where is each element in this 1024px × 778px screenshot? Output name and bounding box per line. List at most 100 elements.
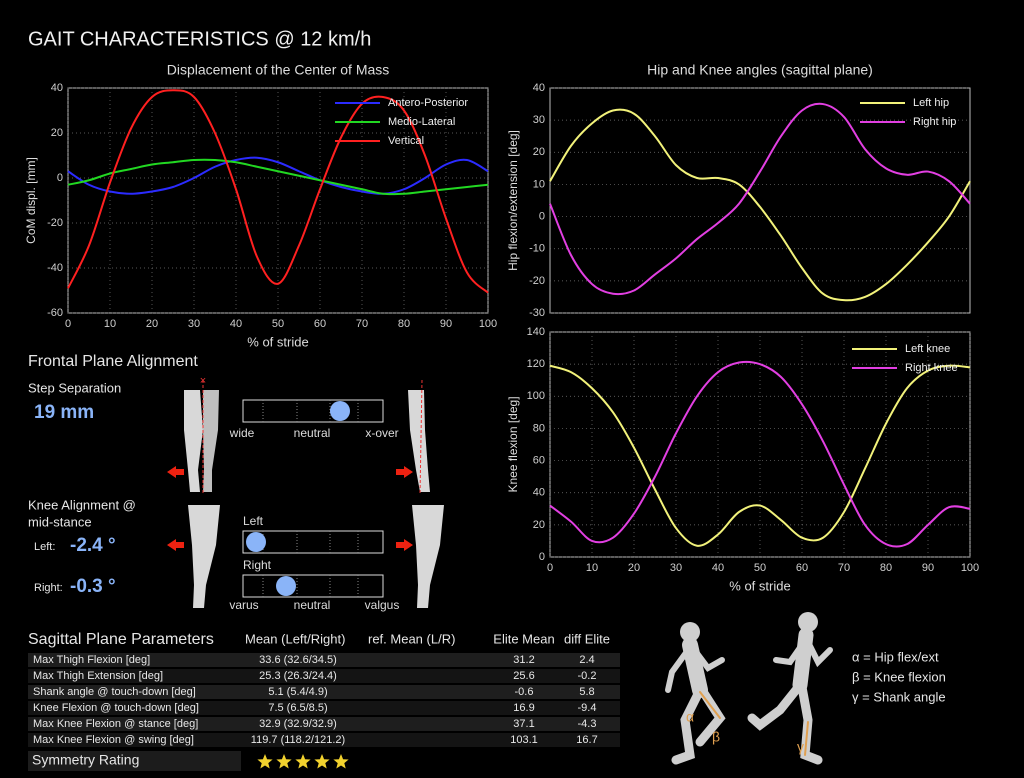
page-title: GAIT CHARACTERISTICS @ 12 km/h [28,28,371,50]
row-background [28,701,620,715]
cell: 37.1 [513,718,534,730]
scale-bar [242,574,384,598]
cell: 31.2 [513,654,534,666]
y-tick-label: -20 [47,217,63,229]
cell: 103.1 [510,734,538,746]
y-tick-label: -60 [47,307,63,319]
chart-title: Displacement of the Center of Mass [167,62,390,78]
column-header: diff Elite [564,631,610,646]
series-line [549,360,971,548]
y-tick-label: 100 [527,390,545,402]
x-tick-label: 10 [104,318,116,330]
step-value: 19 mm [34,402,94,423]
y-tick-label: 40 [533,82,545,94]
section-title: Frontal Plane Alignment [28,353,198,370]
y-axis-label: Knee flexion [deg] [506,396,520,492]
x-tick-label: 40 [230,318,242,330]
scale-label: varus [229,598,258,612]
legend-label: Right knee [905,362,958,374]
row-label: Max Thigh Extension [deg] [33,670,163,682]
scale-bar [242,530,384,554]
series-line [67,158,489,196]
legend-label: Left knee [905,343,950,355]
plot-area [549,87,971,314]
cell: -0.6 [515,686,534,698]
cell: 16.9 [513,702,534,714]
arrow [167,539,184,551]
rating-star [276,754,292,769]
row-label: Max Thigh Flexion [deg] [33,654,150,666]
x-tick-label: 40 [712,562,724,574]
row-background [28,685,620,699]
y-tick-label: 10 [533,178,545,190]
label: mid-stance [28,514,92,529]
series-line [549,102,971,296]
scale-label: x-over [365,426,398,440]
cell: 2.4 [579,654,594,666]
row-background [28,653,620,667]
rating-star [257,754,273,769]
x-tick-label: 100 [961,562,979,574]
cell: 33.6 (32.6/34.5) [259,654,337,666]
rating-star [314,754,330,769]
cell: -0.2 [578,670,597,682]
x-tick-label: 50 [754,562,766,574]
x-tick-label: 20 [146,318,158,330]
runner-figures [665,612,833,765]
sagittal-table: Sagittal Plane Parameters Mean (Left/Rig… [28,631,620,771]
frontal-panel: Frontal Plane Alignment Step Separation … [28,353,444,612]
series-line [67,89,489,294]
legend-label: Right hip [913,116,956,128]
legs-step-left: × [184,375,219,495]
x-axis-label: % of stride [729,578,790,593]
knee-value: -0.3 ° [70,576,116,597]
row-label: Max Knee Flexion @ stance [deg] [33,718,198,730]
x-tick-label: 100 [479,318,497,330]
legend-text: α = Hip flex/ext [852,649,939,664]
legend-text: β = Knee flexion [852,669,946,684]
cell: 5.1 (5.4/4.9) [268,686,327,698]
column-header: Elite Mean [493,631,554,646]
cell: 119.7 (118.2/121.2) [251,734,345,746]
legend-text: γ = Shank angle [852,689,946,704]
row-label: Max Knee Flexion @ swing [deg] [33,734,194,746]
bar-label: Right [243,558,272,572]
x-tick-label: 50 [272,318,284,330]
cell: 16.7 [576,734,597,746]
x-tick-label: 80 [398,318,410,330]
column-header: Mean (Left/Right) [245,631,345,646]
chart: Displacement of the Center of Mass -60 -40… [24,62,497,350]
arrow [396,466,413,478]
x-tick-label: 60 [796,562,808,574]
row-label: Shank angle @ touch-down [deg] [33,686,196,698]
y-tick-label: 0 [539,551,545,563]
legs-step-right [408,379,430,496]
chart: Hip and Knee angles (sagittal plane) -30 -… [506,62,971,319]
legend-label: Left hip [913,97,949,109]
cell: 25.6 [513,670,534,682]
y-tick-label: 60 [533,454,545,466]
x-tick-label: 20 [628,562,640,574]
legend-label: Antero-Posterior [388,97,468,109]
y-tick-label: -10 [529,243,545,255]
x-tick-label: 80 [880,562,892,574]
legs-knee-left [188,505,220,608]
legend-label: Medio-Lateral [388,116,455,128]
row-background [28,717,620,731]
series-line [67,156,489,195]
scale-label: wide [229,426,255,440]
y-tick-label: 120 [527,358,545,370]
y-tick-label: 30 [533,114,545,126]
bar-label: Left [243,514,264,528]
x-tick-label: 10 [586,562,598,574]
rating-star [333,754,349,769]
y-tick-label: 20 [51,127,63,139]
label: Right: [34,582,63,594]
rating-star [295,754,311,769]
cell: 32.9 (32.9/32.9) [259,718,337,730]
table-title: Sagittal Plane Parameters [28,631,214,648]
label: Knee Alignment @ [28,497,136,512]
x-tick-label: 60 [314,318,326,330]
arrow [167,466,184,478]
x-tick-label: 70 [356,318,368,330]
